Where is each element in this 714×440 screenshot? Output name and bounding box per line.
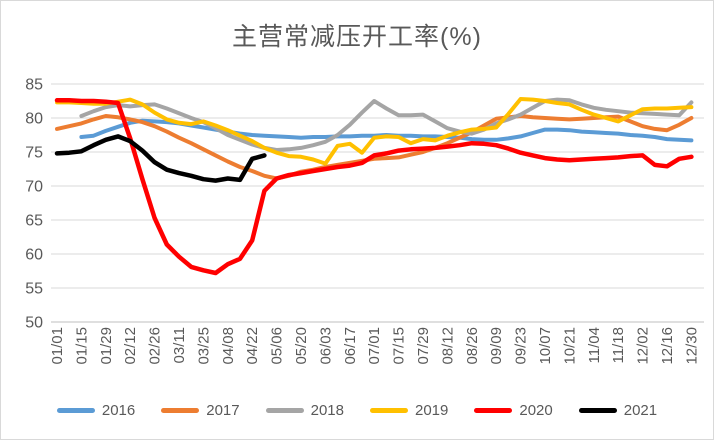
x-axis-label: 02/26 [147,327,164,365]
legend-swatch-2019 [370,407,408,413]
y-axis-label: 75 [25,145,43,162]
legend-swatch-2016 [56,407,95,413]
legend-label: 2016 [101,401,136,419]
x-axis-label: 01/29 [98,327,115,365]
series-line-2021 [54,134,267,183]
x-axis-label: 05/20 [293,327,310,365]
y-axis-label: 60 [25,247,43,264]
x-axis-label: 01/15 [73,327,90,365]
x-axis-label: 10/07 [537,327,554,365]
x-axis-label: 01/01 [49,327,66,365]
chart-title: 主营常减压开工率(%) [232,23,482,51]
legend-label: 2017 [206,401,240,419]
legend-item-2018: 2018 [265,401,344,419]
y-axis-label: 85 [25,77,43,94]
x-axis-label: 09/23 [513,327,530,365]
legend-item-2020: 2020 [474,401,553,419]
x-axis-label: 06/17 [342,327,359,365]
x-axis-label: 12/30 [683,327,700,365]
legend-item-2016: 2016 [56,401,136,419]
x-axis-label: 09/09 [488,327,505,365]
series-line-2020 [54,98,694,276]
x-axis-label: 07/01 [366,327,383,365]
x-axis-label: 08/26 [464,327,481,365]
y-axis-label: 80 [25,111,43,128]
legend-label: 2019 [415,401,449,419]
legend-item-2021: 2021 [578,401,658,419]
x-axis-label: 07/15 [391,327,408,365]
legend-swatch-2020 [474,407,513,413]
legend-swatch-2021 [578,407,617,413]
x-axis-label: 03/25 [195,327,212,365]
y-axis-label: 50 [25,315,43,332]
chart-legend: 2016 2017 2018 2019 2020 2021 [1,397,713,423]
x-axis-label: 06/03 [317,327,334,365]
legend-item-2017: 2017 [161,401,240,419]
x-axis-label: 12/02 [635,327,652,365]
legend-swatch-2018 [265,407,304,413]
legend-label: 2020 [519,401,553,419]
y-axis-label: 55 [25,281,43,298]
x-axis-label: 07/29 [415,327,432,365]
x-axis-label: 11/04 [586,327,603,363]
x-axis-label: 04/22 [244,327,261,365]
x-axis-label: 05/06 [269,327,286,365]
x-axis-label: 02/12 [122,327,139,365]
x-axis-label: 03/11 [171,327,188,363]
legend-label: 2021 [623,401,658,419]
y-axis-label: 70 [25,179,43,196]
y-axis-label: 65 [25,213,43,230]
series-line-2019 [55,97,694,166]
series-line-2017 [55,114,694,181]
x-axis-label: 04/08 [220,327,237,365]
legend-swatch-2017 [161,407,200,413]
x-axis-label: 12/16 [659,327,676,365]
series-line-2018 [79,97,694,152]
legend-item-2019: 2019 [370,402,448,419]
x-axis-label: 08/12 [439,327,456,365]
x-axis-label: 11/18 [610,327,627,363]
legend-label: 2018 [310,401,344,419]
x-axis-label: 10/21 [561,327,578,365]
